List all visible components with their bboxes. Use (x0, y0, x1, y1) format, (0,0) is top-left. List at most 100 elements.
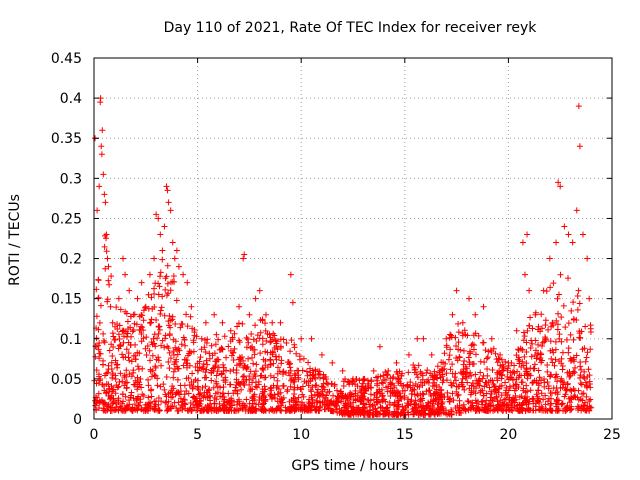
data-point (374, 377, 381, 384)
data-point (542, 335, 549, 342)
data-point (314, 386, 321, 393)
data-point (578, 381, 585, 388)
data-point (130, 327, 137, 334)
data-point (448, 332, 455, 339)
data-point (388, 380, 395, 387)
data-point (237, 355, 244, 362)
data-point (252, 368, 259, 375)
data-point (161, 344, 168, 351)
data-point (318, 351, 325, 358)
data-point (163, 183, 170, 190)
data-point (492, 350, 499, 357)
data-point (562, 407, 569, 414)
data-point (524, 375, 531, 382)
data-point (158, 342, 165, 349)
data-point (326, 388, 333, 395)
data-point (137, 396, 144, 403)
data-point (151, 255, 158, 262)
data-point (565, 275, 572, 282)
data-point (488, 391, 495, 398)
data-point (131, 320, 138, 327)
data-point (245, 339, 252, 346)
data-point (391, 399, 398, 406)
data-point (494, 371, 501, 378)
data-point (263, 337, 270, 344)
data-point (231, 345, 238, 352)
data-point (157, 231, 164, 238)
data-point (155, 215, 162, 222)
data-point (374, 399, 381, 406)
data-point (369, 402, 376, 409)
x-tick-label: 0 (90, 427, 99, 443)
data-point (249, 397, 256, 404)
data-point (434, 371, 441, 378)
y-tick-label: 0.05 (51, 372, 82, 388)
data-point (548, 355, 555, 362)
data-point (460, 401, 467, 408)
data-point (479, 398, 486, 405)
data-point (470, 360, 477, 367)
data-point (539, 325, 546, 332)
data-point (553, 396, 560, 403)
data-point (229, 334, 236, 341)
data-point (293, 350, 300, 357)
data-point (502, 358, 509, 365)
data-point (220, 383, 227, 390)
data-point (338, 410, 345, 417)
data-point (361, 385, 368, 392)
data-point (547, 407, 554, 414)
data-point (105, 263, 112, 270)
data-point (566, 399, 573, 406)
data-point (574, 292, 581, 299)
data-point (570, 386, 577, 393)
data-point (467, 349, 474, 356)
data-point (542, 401, 549, 408)
data-point (120, 333, 127, 340)
data-point (377, 404, 384, 411)
data-point (213, 358, 220, 365)
data-point (586, 295, 593, 302)
data-point (548, 323, 555, 330)
data-point (168, 394, 175, 401)
data-point (159, 337, 166, 344)
data-point (155, 324, 162, 331)
data-point (100, 405, 107, 412)
data-point (198, 365, 205, 372)
data-point (533, 379, 540, 386)
data-point (538, 351, 545, 358)
data-point (462, 406, 469, 413)
data-point (213, 380, 220, 387)
data-point (253, 337, 260, 344)
data-point (175, 263, 182, 270)
data-point (95, 326, 102, 333)
data-point (126, 401, 133, 408)
data-point (215, 336, 222, 343)
data-point (350, 375, 356, 382)
data-point (143, 334, 150, 341)
data-point (500, 363, 507, 370)
data-point (104, 255, 111, 262)
data-point (482, 347, 489, 354)
data-point (565, 345, 572, 352)
data-point (199, 384, 206, 391)
data-point (462, 331, 469, 338)
data-point (108, 359, 115, 366)
data-point (157, 307, 164, 314)
data-point (148, 393, 155, 400)
data-point (501, 396, 508, 403)
data-point (236, 396, 242, 403)
data-point (248, 330, 255, 337)
data-point (117, 341, 124, 348)
data-point (577, 380, 584, 387)
data-point (174, 376, 181, 383)
data-point (319, 391, 326, 398)
data-point (157, 383, 164, 390)
data-point (206, 350, 213, 357)
data-point (423, 388, 430, 395)
data-point (308, 335, 315, 342)
data-point (161, 386, 168, 393)
axis-ticks: 0 5 10 15 20 25 0 0.05 0.1 0.15 0.2 0.25 0.3 0.35 0.4 0… (51, 51, 621, 443)
data-point (559, 349, 566, 356)
data-point (541, 383, 548, 390)
